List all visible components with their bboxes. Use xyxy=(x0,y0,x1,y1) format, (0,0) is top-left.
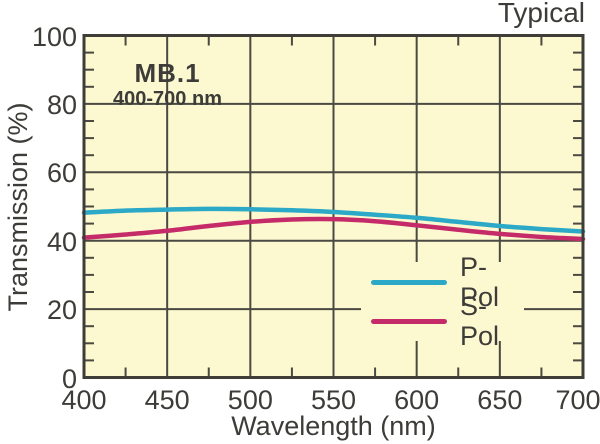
typical-label: Typical xyxy=(497,0,585,28)
legend: P-Pol S-Pol xyxy=(361,252,524,351)
x-tick-label: 650 xyxy=(477,385,523,415)
x-tick-label: 450 xyxy=(144,385,190,415)
x-axis-title: Wavelength (nm) xyxy=(231,411,436,441)
y-tick-label: 20 xyxy=(46,295,77,326)
curve-p-pol xyxy=(81,206,586,234)
x-tick-label: 500 xyxy=(227,385,273,415)
y-tick-label: 100 xyxy=(31,21,77,52)
y-tick-label: 40 xyxy=(46,226,77,257)
x-tick-label: 600 xyxy=(394,385,440,415)
x-tick-label: 400 xyxy=(61,385,107,415)
annotation-subtitle: 400-700 nm xyxy=(113,88,222,110)
s-pol-swatch xyxy=(371,318,447,324)
annotation-title: MB.1 xyxy=(134,58,201,88)
chart-annotation: MB.1 400-700 nm xyxy=(95,58,240,111)
plot-frame xyxy=(82,34,585,379)
y-tick-label: 60 xyxy=(46,158,77,189)
legend-item-s-pol: S-Pol xyxy=(361,291,524,351)
y-tick-label: 80 xyxy=(46,89,77,120)
minor-ticks xyxy=(84,35,583,378)
y-tick-label: 0 xyxy=(61,363,77,394)
p-pol-swatch xyxy=(371,279,447,285)
curve-s-pol xyxy=(81,216,586,242)
legend-item-p-pol: P-Pol xyxy=(361,252,524,312)
x-tick-label: 700 xyxy=(555,385,600,415)
x-tick-label: 550 xyxy=(310,385,357,415)
s-pol-label: S-Pol xyxy=(460,291,500,351)
p-pol-label: P-Pol xyxy=(460,252,500,312)
y-axis-title: Transmission (%) xyxy=(3,102,33,312)
